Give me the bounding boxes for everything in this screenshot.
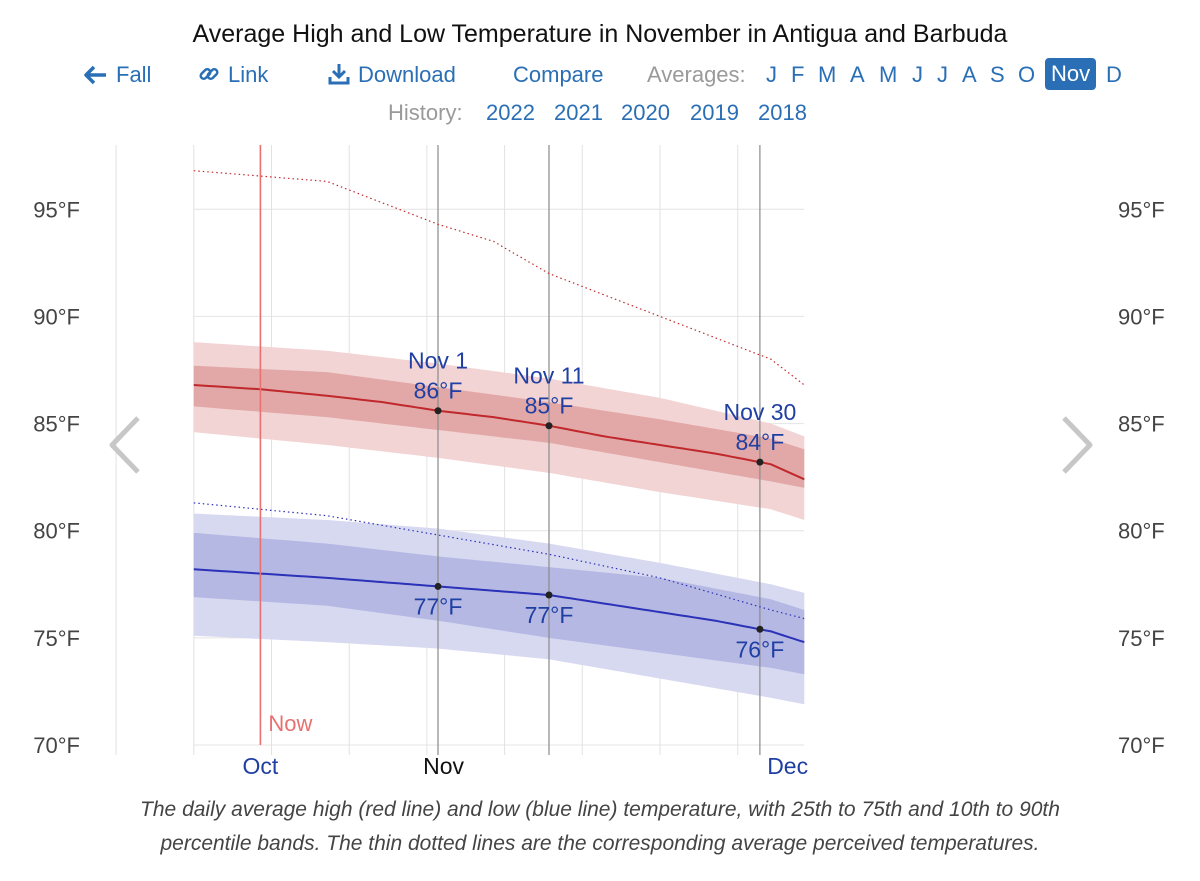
next-chevron-icon[interactable]	[1058, 414, 1098, 476]
caption-line-2: percentile bands. The thin dotted lines …	[160, 832, 1040, 855]
history-year-2019[interactable]: 2019	[690, 100, 739, 125]
fall-label: Fall	[116, 62, 152, 87]
month-link-oct[interactable]: O	[1018, 62, 1036, 87]
average-low-line	[193, 568, 805, 644]
low-point	[545, 591, 553, 599]
xtick-month-label: Dec	[767, 753, 808, 779]
ytick-label-left: 75°F	[33, 626, 80, 651]
download-link[interactable]: Download	[328, 62, 456, 88]
averages-label: Averages:	[647, 62, 746, 87]
history-year-2022[interactable]: 2022	[486, 100, 535, 125]
high-band-25-75	[193, 365, 805, 488]
annotation-low-value: 77°F	[414, 593, 463, 619]
high-point	[545, 422, 553, 430]
month-link-feb[interactable]: F	[791, 62, 805, 87]
compare-link[interactable]: Compare	[513, 62, 604, 87]
ytick-label-left: 90°F	[33, 304, 80, 329]
annotation-date: Nov 30	[723, 399, 796, 425]
prev-chevron-icon[interactable]	[104, 414, 144, 476]
xtick-month-label: Nov	[423, 753, 464, 779]
temperature-chart: Now Nov 1 86°F 77°F Nov 11 85°F 77°F Nov 30 84°F…	[33, 145, 1165, 779]
low-band-25-75	[193, 532, 805, 675]
chain-link-icon	[199, 67, 219, 81]
annotation-high-value: 84°F	[735, 429, 784, 455]
fall-link[interactable]: Fall	[84, 62, 151, 88]
ytick-label-right: 95°F	[1118, 197, 1165, 222]
chart-caption: The daily average high (red line) and lo…	[40, 793, 1160, 861]
ytick-label-right: 70°F	[1118, 733, 1165, 758]
history-bar: History: 2022 2021 2020 2019 2018	[0, 100, 1200, 130]
annotation-date: Nov 1	[408, 348, 468, 374]
low-point	[434, 582, 442, 590]
download-icon	[328, 64, 350, 85]
xtick-month-label: Oct	[243, 753, 279, 779]
month-link-apr[interactable]: A	[850, 62, 865, 87]
month-link-aug[interactable]: A	[962, 62, 977, 87]
annotation-low-value: 77°F	[525, 602, 574, 628]
ytick-label-left: 70°F	[33, 733, 80, 758]
caption-line-1: The daily average high (red line) and lo…	[140, 798, 1060, 821]
history-year-2018[interactable]: 2018	[758, 100, 807, 125]
link-link[interactable]: Link	[198, 62, 268, 88]
ytick-label-right: 75°F	[1118, 626, 1165, 651]
history-label: History:	[388, 100, 463, 125]
now-label: Now	[268, 711, 312, 736]
annotation-high-value: 85°F	[525, 393, 574, 419]
month-link-may[interactable]: M	[879, 62, 898, 87]
month-link-nov-selected[interactable]: Nov	[1045, 58, 1097, 90]
month-link-jul[interactable]: J	[937, 62, 948, 87]
annotation-low-value: 76°F	[735, 636, 784, 662]
month-link-dec[interactable]: D	[1106, 62, 1122, 87]
month-link-jun[interactable]: J	[912, 62, 923, 87]
ytick-label-right: 80°F	[1118, 519, 1165, 544]
arrow-left-icon	[84, 65, 106, 85]
download-label: Download	[358, 62, 456, 87]
chart-title: Average High and Low Temperature in Nove…	[192, 20, 1008, 48]
history-year-2020[interactable]: 2020	[621, 100, 670, 125]
ytick-label-right: 90°F	[1118, 304, 1165, 329]
high-point	[434, 407, 442, 415]
toolbar: Fall Link Download Compare Averages: J F…	[0, 58, 1200, 94]
annotation-date: Nov 11	[513, 363, 584, 389]
month-link-sep[interactable]: S	[990, 62, 1005, 87]
average-high-line	[193, 384, 805, 481]
ytick-label-left: 85°F	[33, 412, 80, 437]
high-point	[756, 458, 764, 466]
month-link-mar[interactable]: M	[818, 62, 837, 87]
low-point	[756, 625, 764, 633]
ytick-label-left: 95°F	[33, 197, 80, 222]
annotation-high-value: 86°F	[414, 378, 463, 404]
ytick-label-left: 80°F	[33, 519, 80, 544]
ytick-label-right: 85°F	[1118, 412, 1165, 437]
history-year-2021[interactable]: 2021	[554, 100, 603, 125]
link-label: Link	[228, 62, 269, 87]
month-link-jan[interactable]: J	[766, 62, 777, 87]
